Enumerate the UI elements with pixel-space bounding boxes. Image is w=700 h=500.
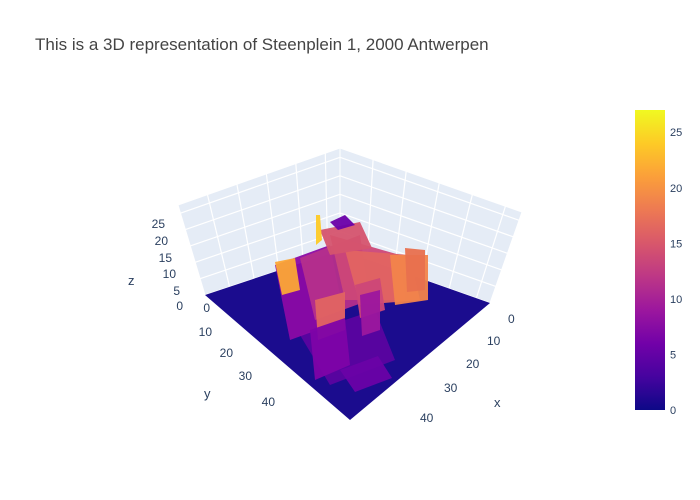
colorbar-tick-label: 25	[670, 127, 682, 139]
x-axis-title: x	[494, 395, 501, 410]
colorbar-tick-label: 15	[670, 238, 682, 250]
y-axis: 0 10 20 30 40	[199, 301, 276, 409]
surface-buildings	[275, 215, 428, 392]
z-axis-title: z	[128, 273, 135, 288]
x-axis: 0 10 20 30 40	[420, 312, 515, 425]
z-tick-label: 20	[155, 234, 169, 248]
z-tick-label: 10	[163, 267, 177, 281]
y-tick-label: 30	[239, 369, 253, 383]
z-tick-label: 15	[159, 251, 173, 265]
surface-patch-12	[310, 318, 350, 380]
y-axis-title: y	[204, 386, 211, 401]
y-tick-label: 10	[199, 325, 213, 339]
z-tick-label: 5	[173, 284, 180, 298]
y-tick-label: 0	[203, 301, 210, 315]
y-tick-label: 20	[220, 346, 234, 360]
colorbar-tick-label: 10	[670, 294, 682, 306]
colorbar	[635, 110, 665, 410]
colorbar-ticks: 0 5 10 15 20 25	[670, 127, 682, 417]
z-tick-label: 25	[152, 217, 166, 231]
surface-patch-15	[405, 248, 425, 292]
z-axis: 05 10 15 20 25	[152, 217, 184, 313]
surface-patch-1	[340, 356, 392, 392]
y-tick-label: 40	[262, 395, 276, 409]
surface-patch-9	[330, 215, 355, 230]
surface-patch-13	[316, 215, 322, 245]
surface-patch-8	[320, 222, 372, 255]
x-tick-label: 10	[487, 334, 501, 348]
colorbar-tick-label: 5	[670, 349, 676, 361]
colorbar-tick-label: 20	[670, 183, 682, 195]
z-tick-label: 0	[176, 299, 183, 313]
x-tick-label: 20	[466, 357, 480, 371]
x-tick-label: 30	[444, 381, 458, 395]
x-tick-label: 40	[420, 411, 434, 425]
chart-title: This is a 3D representation of Steenplei…	[35, 35, 489, 54]
surface-patch-14	[360, 290, 380, 336]
colorbar-tick-label: 0	[670, 405, 676, 417]
surface-patch-7	[275, 258, 300, 295]
x-tick-label: 0	[508, 312, 515, 326]
